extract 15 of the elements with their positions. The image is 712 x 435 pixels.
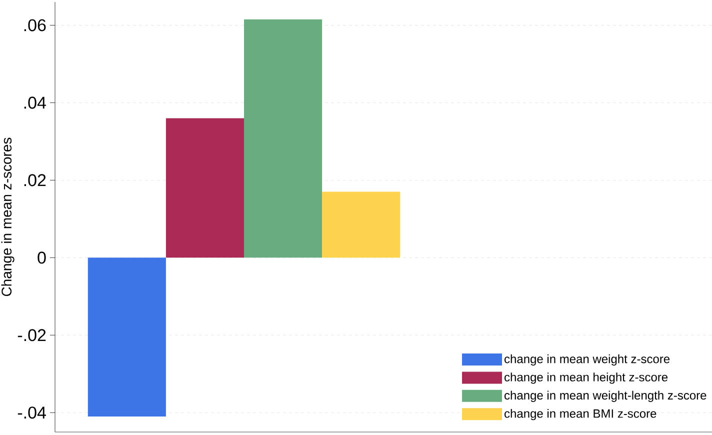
legend-label: change in mean height z-score — [504, 372, 668, 384]
bar — [166, 118, 244, 258]
bar — [244, 19, 322, 258]
bar — [322, 192, 400, 258]
y-tick-label: 0 — [38, 252, 46, 264]
bar — [88, 258, 166, 416]
legend-label: change in mean weight-length z-score — [504, 390, 706, 402]
y-tick-label: -.04 — [18, 406, 46, 419]
legend-label: change in mean weight z-score — [504, 354, 670, 366]
legend-label: change in mean BMI z-score — [504, 408, 656, 420]
y-tick-label: -.02 — [18, 329, 46, 342]
y-tick-label: .02 — [24, 174, 46, 186]
y-tick-label: .06 — [24, 19, 46, 32]
y-tick-label: .04 — [24, 96, 46, 109]
y-axis-title: Change in mean z-scores — [1, 138, 14, 296]
